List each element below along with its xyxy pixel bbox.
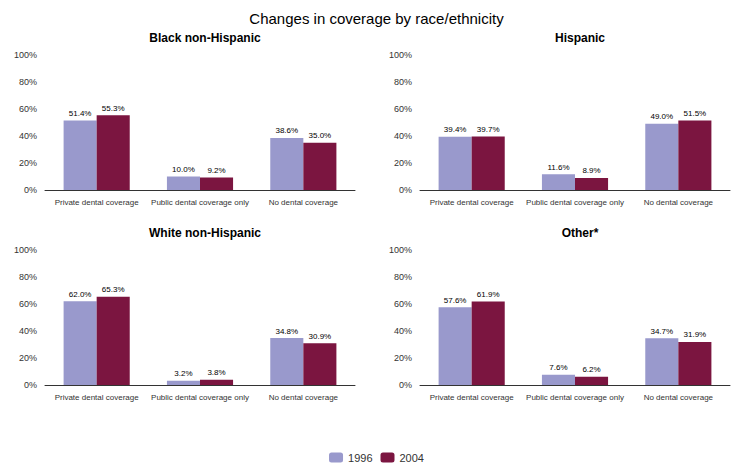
svg-text:Public dental coverage only: Public dental coverage only: [151, 393, 249, 402]
svg-text:20%: 20%: [19, 158, 37, 168]
svg-text:Other*: Other*: [562, 226, 599, 240]
svg-text:20%: 20%: [394, 158, 412, 168]
svg-text:61.9%: 61.9%: [477, 290, 500, 299]
svg-text:7.6%: 7.6%: [549, 363, 567, 372]
svg-text:20%: 20%: [394, 353, 412, 363]
svg-text:10.0%: 10.0%: [172, 165, 195, 174]
svg-text:Public dental coverage only: Public dental coverage only: [526, 198, 624, 207]
svg-text:49.0%: 49.0%: [650, 112, 673, 121]
svg-text:8.9%: 8.9%: [582, 166, 600, 175]
svg-text:100%: 100%: [389, 245, 412, 255]
svg-text:30.9%: 30.9%: [309, 332, 332, 341]
svg-text:Private dental coverage: Private dental coverage: [55, 393, 140, 402]
svg-text:39.7%: 39.7%: [477, 125, 500, 134]
svg-text:Private dental coverage: Private dental coverage: [55, 198, 140, 207]
svg-text:Changes in coverage by race/et: Changes in coverage by race/ethnicity: [249, 10, 504, 27]
svg-text:60%: 60%: [394, 104, 412, 114]
svg-text:1996: 1996: [348, 452, 372, 464]
svg-text:55.3%: 55.3%: [102, 104, 125, 113]
svg-text:20%: 20%: [19, 353, 37, 363]
svg-text:3.8%: 3.8%: [207, 368, 225, 377]
svg-text:Black non-Hispanic: Black non-Hispanic: [149, 31, 261, 45]
svg-text:0%: 0%: [399, 380, 412, 390]
svg-text:80%: 80%: [394, 272, 412, 282]
svg-text:80%: 80%: [394, 77, 412, 87]
svg-text:No dental coverage: No dental coverage: [644, 198, 714, 207]
svg-text:2004: 2004: [400, 452, 424, 464]
svg-text:65.3%: 65.3%: [102, 285, 125, 294]
svg-text:34.7%: 34.7%: [650, 327, 673, 336]
svg-text:0%: 0%: [399, 185, 412, 195]
svg-text:No dental coverage: No dental coverage: [269, 393, 339, 402]
svg-text:38.6%: 38.6%: [275, 126, 298, 135]
svg-text:White non-Hispanic: White non-Hispanic: [149, 226, 261, 240]
svg-text:51.5%: 51.5%: [684, 109, 707, 118]
svg-text:40%: 40%: [19, 131, 37, 141]
svg-text:0%: 0%: [24, 185, 37, 195]
svg-text:Private dental coverage: Private dental coverage: [430, 198, 515, 207]
svg-text:57.6%: 57.6%: [444, 296, 467, 305]
svg-text:Hispanic: Hispanic: [555, 31, 605, 45]
svg-text:60%: 60%: [19, 299, 37, 309]
svg-text:3.2%: 3.2%: [174, 369, 192, 378]
svg-text:40%: 40%: [394, 326, 412, 336]
svg-text:100%: 100%: [14, 245, 37, 255]
svg-text:80%: 80%: [19, 272, 37, 282]
svg-text:No dental coverage: No dental coverage: [644, 393, 714, 402]
svg-text:Public dental coverage only: Public dental coverage only: [151, 198, 249, 207]
svg-text:100%: 100%: [389, 50, 412, 60]
svg-text:0%: 0%: [24, 380, 37, 390]
svg-text:9.2%: 9.2%: [207, 166, 225, 175]
svg-text:80%: 80%: [19, 77, 37, 87]
svg-text:39.4%: 39.4%: [444, 125, 467, 134]
svg-text:31.9%: 31.9%: [684, 330, 707, 339]
svg-text:60%: 60%: [394, 299, 412, 309]
svg-text:11.6%: 11.6%: [547, 163, 569, 172]
svg-text:51.4%: 51.4%: [69, 109, 92, 118]
svg-text:100%: 100%: [14, 50, 37, 60]
svg-text:35.0%: 35.0%: [309, 131, 332, 140]
svg-text:Private dental coverage: Private dental coverage: [430, 393, 515, 402]
svg-text:40%: 40%: [19, 326, 37, 336]
svg-text:6.2%: 6.2%: [582, 365, 600, 374]
svg-text:40%: 40%: [394, 131, 412, 141]
svg-text:60%: 60%: [19, 104, 37, 114]
svg-text:No dental coverage: No dental coverage: [269, 198, 339, 207]
svg-text:62.0%: 62.0%: [69, 290, 92, 299]
svg-text:34.8%: 34.8%: [275, 327, 298, 336]
svg-text:Public dental coverage only: Public dental coverage only: [526, 393, 624, 402]
